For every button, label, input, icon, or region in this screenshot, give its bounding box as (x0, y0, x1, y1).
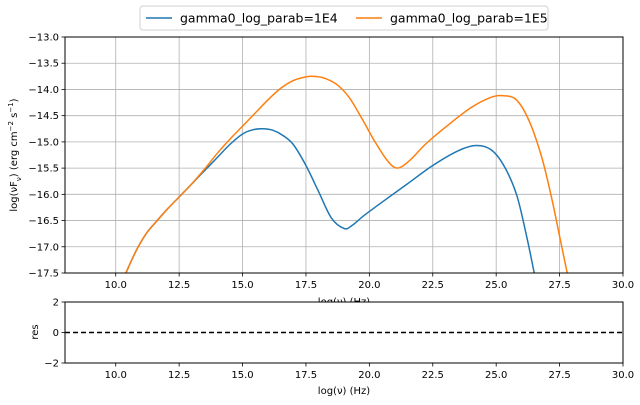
residual-y-label: res (30, 324, 41, 339)
residual-x-tick-label-5: 22.5 (422, 370, 444, 381)
sed-x-tick-label-3: 17.5 (295, 280, 317, 291)
sed-y-tick-label-6: −14.5 (28, 111, 59, 122)
residual-x-tick-label-6: 25.0 (485, 370, 507, 381)
sed-y-tick-label-0: −17.5 (28, 269, 59, 280)
residual-y-tick-label-1: 0 (53, 328, 59, 339)
residual-x-label: log(ν) (Hz) (318, 386, 370, 397)
residual-y-tick-label-0: −2 (44, 359, 59, 370)
residual-x-tick-label-3: 17.5 (295, 370, 317, 381)
residual-x-tick-label-4: 20.0 (358, 370, 380, 381)
residual-x-tick-label-1: 12.5 (168, 370, 190, 381)
sed-plot-frame (64, 36, 624, 274)
residual-x-ticks: 10.0 12.5 15.0 17.5 20.0 22.5 25.0 27.5 30.0 (105, 363, 634, 381)
residual-x-tick-label-7: 27.5 (548, 370, 570, 381)
sed-y-tick-label-5: −15.0 (28, 137, 59, 148)
sed-y-tick-label-3: −16.0 (28, 190, 59, 201)
sed-plot-area (65, 37, 623, 273)
sed-y-label: log(νFν) (erg cm−2 s−1) (7, 98, 23, 211)
sed-y-tick-label-4: −15.5 (28, 164, 59, 175)
sed-x-tick-label-8: 30.0 (612, 280, 634, 291)
residual-x-tick-label-2: 15.0 (231, 370, 253, 381)
sed-x-tick-label-4: 20.0 (358, 280, 380, 291)
sed-y-tick-label-1: −17.0 (28, 242, 59, 253)
sed-y-tick-label-9: −13.0 (28, 33, 59, 44)
residual-panel: 10.0 12.5 15.0 17.5 20.0 22.5 25.0 27.5 30.0 −2 0… (30, 298, 634, 398)
sed-x-tick-label-5: 22.5 (422, 280, 444, 291)
legend-box (139, 5, 549, 31)
sed-x-tick-label-7: 27.5 (548, 280, 570, 291)
residual-x-tick-label-0: 10.0 (105, 370, 127, 381)
sed-panel: 10.0 12.5 15.0 17.5 20.0 22.5 25.0 27.5 30.0 −17… (7, 33, 634, 309)
sed-series (125, 75, 568, 273)
legend-label-1e4: gamma0_log_parab=1E4 (180, 11, 338, 26)
legend: gamma0_log_parab=1E4 gamma0_log_parab=1E… (139, 5, 549, 31)
sed-y-ticks: −17.5 −17.0 −16.5 −16.0 −15.5 −15.0 −14.5 −14.0… (28, 33, 65, 280)
sed-y-tick-label-7: −14.0 (28, 85, 59, 96)
legend-label-1e5: gamma0_log_parab=1E5 (390, 11, 548, 26)
sed-x-tick-label-6: 25.0 (485, 280, 507, 291)
residual-y-ticks: −2 0 2 (44, 298, 65, 370)
sed-x-ticks: 10.0 12.5 15.0 17.5 20.0 22.5 25.0 27.5 30.0 (105, 273, 634, 291)
sed-y-tick-label-8: −13.5 (28, 59, 59, 70)
sed-series-line-1 (125, 75, 568, 273)
sed-x-tick-label-0: 10.0 (105, 280, 127, 291)
sed-x-tick-label-1: 12.5 (168, 280, 190, 291)
residual-y-tick-label-2: 2 (53, 298, 59, 309)
residual-x-tick-label-8: 30.0 (612, 370, 634, 381)
sed-x-tick-label-2: 15.0 (231, 280, 253, 291)
sed-y-tick-label-2: −16.5 (28, 216, 59, 227)
